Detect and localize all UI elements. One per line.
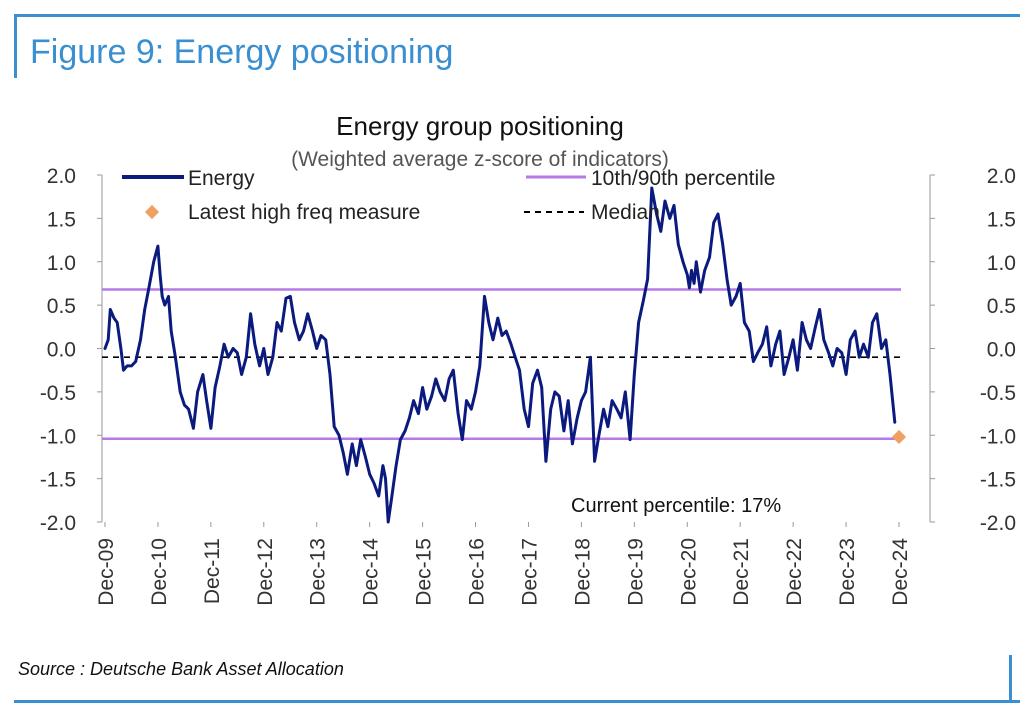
x-tick-label: Dec-11 (201, 538, 224, 604)
chart-title: Energy group positioning (336, 111, 624, 141)
y-tick-label-right: 1.5 (987, 208, 1016, 231)
y-axis-left: 2.0 1.5 1.0 0.5 0.0 -0.5 -1.0 -1.5 -2.0 (40, 165, 103, 535)
x-axis: Dec-09 Dec-10 Dec-11 Dec-12 Dec-13 Dec-14 Dec-… (95, 522, 912, 606)
frame-left-rule (14, 14, 17, 78)
y-tick-label-right: 0.5 (987, 295, 1016, 318)
x-tick-label: Dec-09 (95, 538, 118, 606)
y-tick-label-right: 2.0 (987, 165, 1016, 188)
x-tick-label: Dec-12 (254, 538, 277, 606)
x-tick-label: Dec-22 (783, 538, 806, 606)
x-tick-label: Dec-24 (889, 538, 912, 606)
y-tick-label: 0.5 (47, 295, 76, 318)
y-tick-label-right: 0.0 (987, 339, 1016, 362)
legend-energy-label: Energy (188, 167, 255, 190)
frame-right-rule (1009, 655, 1012, 703)
series-group (103, 186, 907, 524)
x-tick-label: Dec-13 (307, 538, 330, 606)
energy-series-line (103, 186, 897, 524)
chart-subtitle: (Weighted average z-score of indicators) (291, 148, 669, 171)
legend: Energy 10th/90th percentile Latest high … (122, 167, 775, 224)
figure-title: Figure 9: Energy positioning (30, 33, 454, 71)
legend-latest-swatch (144, 204, 160, 220)
frame-bottom-rule (14, 700, 1020, 703)
y-tick-label-right: -1.0 (980, 425, 1016, 448)
y-tick-label: 2.0 (47, 165, 76, 188)
reference-lines (102, 288, 901, 440)
source-note: Source : Deutsche Bank Asset Allocation (18, 659, 344, 679)
y-axis-right: 2.0 1.5 1.0 0.5 0.0 -0.5 -1.0 -1.5 -2.0 (929, 165, 1016, 535)
frame-top-rule (14, 14, 1020, 17)
x-tick-label: Dec-14 (360, 538, 383, 606)
y-tick-label: -1.5 (40, 469, 76, 492)
y-tick-label: 0.0 (47, 339, 76, 362)
y-tick-label: -2.0 (40, 512, 76, 535)
x-tick-label: Dec-10 (148, 538, 171, 606)
y-tick-label: -0.5 (40, 382, 76, 405)
y-tick-label-right: 1.0 (987, 252, 1016, 275)
y-tick-label-right: -2.0 (980, 512, 1016, 535)
y-tick-label-right: -0.5 (980, 382, 1016, 405)
y-tick-label: -1.0 (40, 425, 76, 448)
x-tick-label: Dec-23 (836, 538, 859, 606)
x-tick-label: Dec-18 (571, 538, 594, 606)
x-tick-label: Dec-19 (624, 538, 647, 606)
y-tick-label-right: -1.5 (980, 469, 1016, 492)
legend-latest-label: Latest high freq measure (188, 201, 420, 224)
y-tick-label: 1.0 (47, 252, 76, 275)
x-tick-label: Dec-16 (466, 538, 489, 606)
x-tick-label: Dec-21 (730, 538, 753, 606)
y-tick-label: 1.5 (47, 208, 76, 231)
legend-percentile-label: 10th/90th percentile (591, 167, 775, 190)
x-tick-label: Dec-20 (677, 538, 700, 606)
x-tick-label: Dec-15 (413, 538, 436, 606)
current-percentile-annotation: Current percentile: 17% (571, 495, 781, 517)
latest-high-freq-marker (891, 429, 907, 445)
x-tick-label: Dec-17 (518, 538, 541, 606)
legend-median-label: Median (591, 201, 660, 224)
